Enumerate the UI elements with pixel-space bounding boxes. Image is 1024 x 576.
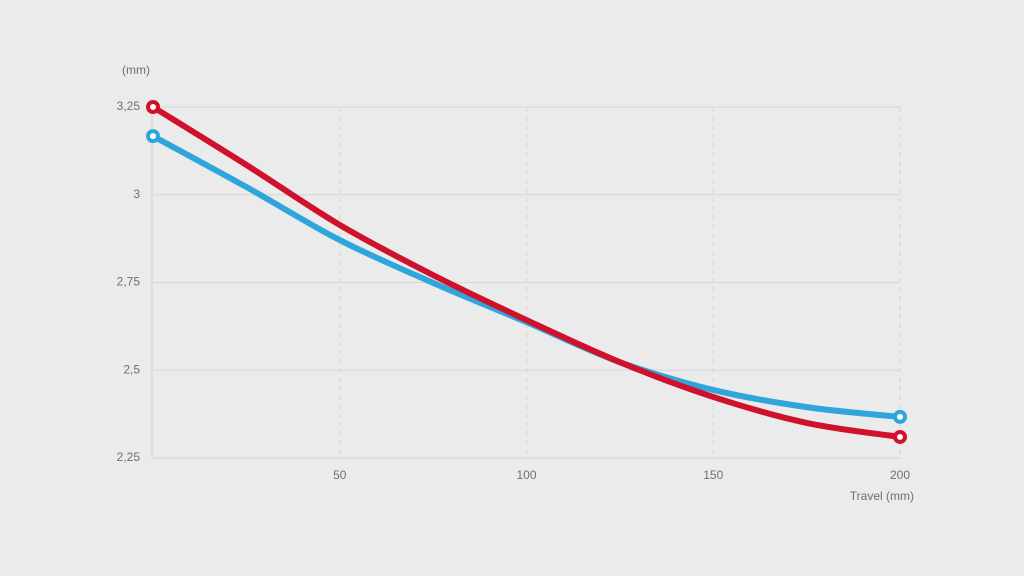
x-axis-label: Travel (mm) [850,489,914,503]
y-tick-label: 3 [133,187,140,201]
y-tick-label: 2,75 [117,275,141,289]
line [150,104,903,440]
x-tick-label: 100 [516,468,536,482]
y-axis-label: (mm) [122,63,150,77]
end-marker [146,100,160,114]
end-marker [893,409,907,424]
y-tick-label: 2,25 [117,450,141,464]
x-tick-label: 50 [333,468,347,482]
y-tick-label: 2,5 [123,362,140,376]
end-marker [146,129,160,144]
y-tick-label: 3,25 [117,99,141,113]
x-tick-label: 150 [703,468,723,482]
x-tick-label: 200 [890,468,910,482]
end-marker [893,429,907,444]
